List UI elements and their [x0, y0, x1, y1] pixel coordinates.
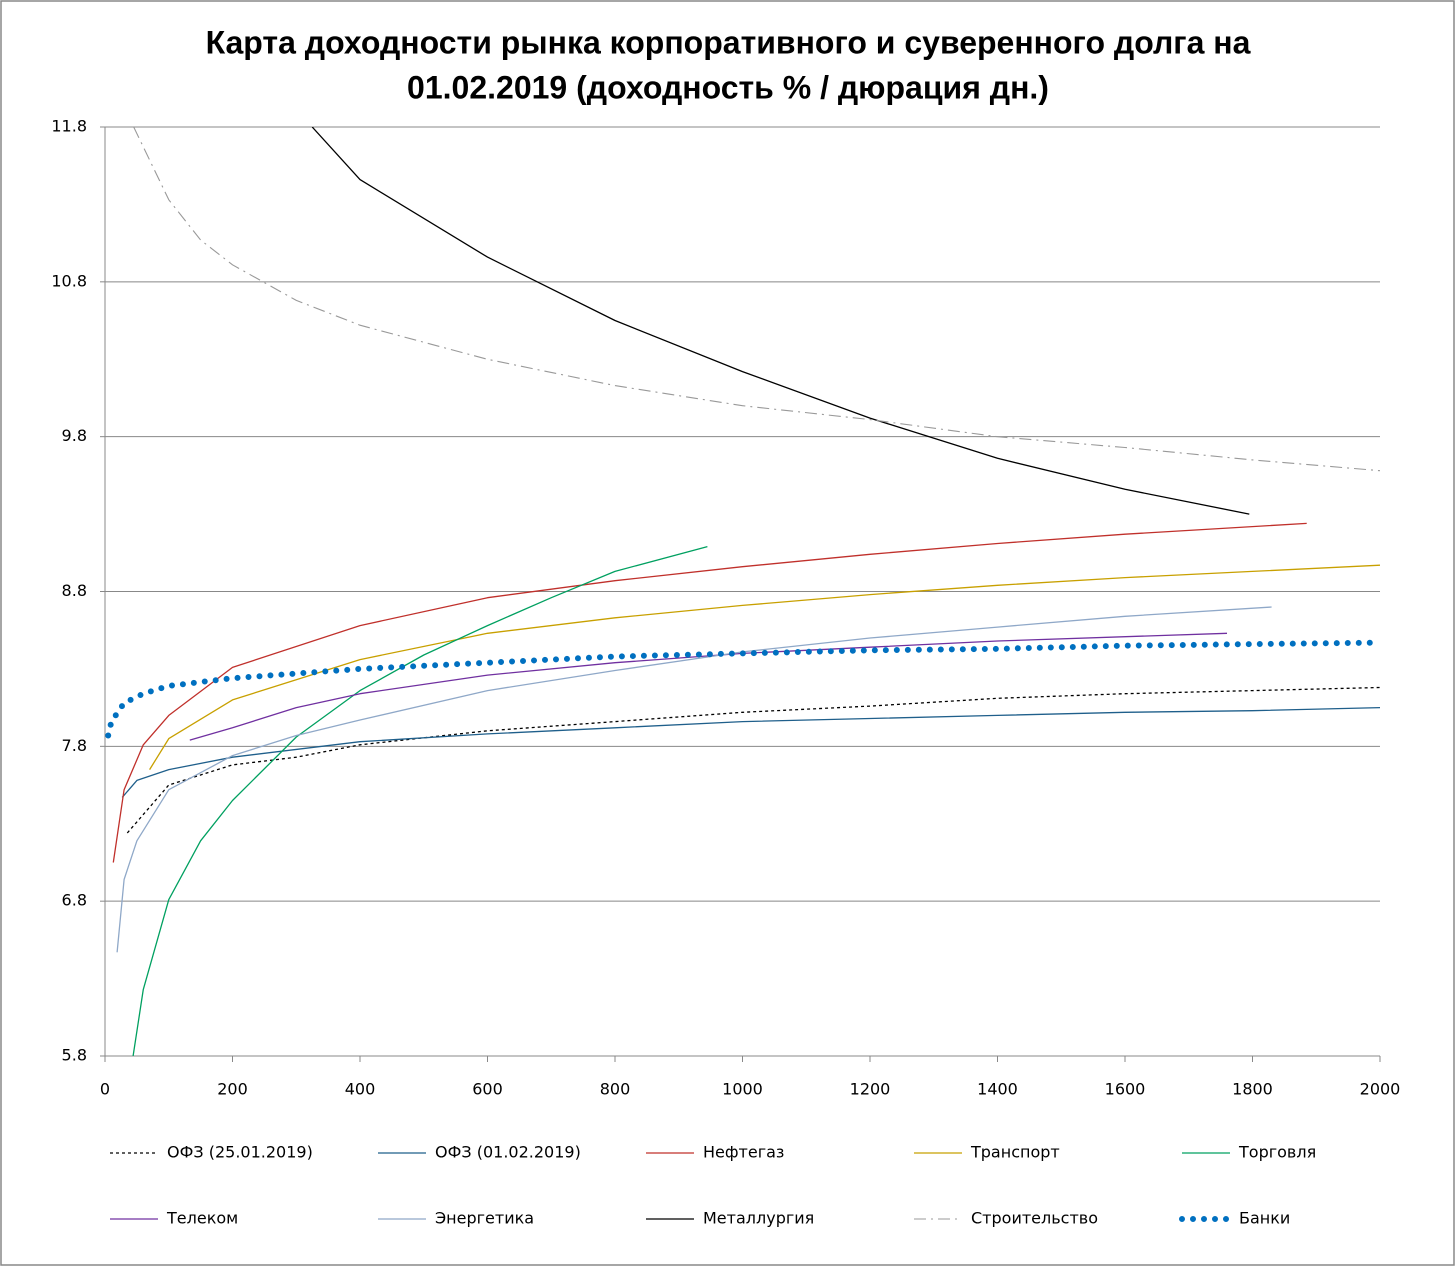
- series-line: [133, 127, 1380, 472]
- x-tick-label: 1000: [722, 1080, 763, 1099]
- y-tick-label: 8.8: [62, 581, 87, 600]
- x-tick-label: 1400: [977, 1080, 1018, 1099]
- chart-title: Карта доходности рынка корпоративного и …: [206, 24, 1251, 60]
- y-tick-label: 5.8: [62, 1046, 87, 1065]
- series-line: [112, 522, 1307, 863]
- x-tick-label: 1800: [1232, 1080, 1273, 1099]
- y-tick-label: 11.8: [51, 117, 87, 136]
- plot: [105, 127, 1380, 1056]
- legend-label: ОФЗ (25.01.2019): [167, 1143, 313, 1162]
- series-line: [121, 706, 1380, 798]
- x-tick-label: 600: [472, 1080, 503, 1099]
- series-line: [149, 564, 1380, 770]
- x-tick-label: 1200: [850, 1080, 891, 1099]
- x-tick-label: 0: [100, 1080, 110, 1099]
- series-line: [126, 686, 1380, 834]
- chart-title: 01.02.2019 (доходность % / дюрация дн.): [407, 69, 1049, 105]
- series-line: [132, 545, 708, 1056]
- legend-label: Транспорт: [970, 1143, 1060, 1162]
- series-line: [105, 639, 1380, 739]
- x-tick-label: 200: [217, 1080, 248, 1099]
- legend: ОФЗ (25.01.2019) ОФЗ (01.02.2019) Нефтегаз…: [110, 1143, 1316, 1228]
- series-line: [311, 127, 1250, 515]
- x-tick-label: 1600: [1105, 1080, 1146, 1099]
- legend-label: Металлургия: [703, 1209, 814, 1228]
- legend-label: Телеком: [166, 1209, 238, 1228]
- series-line: [189, 632, 1228, 741]
- legend-label: ОФЗ (01.02.2019): [435, 1143, 581, 1162]
- y-tick-label: 9.8: [62, 426, 87, 445]
- legend-label: Банки: [1239, 1209, 1290, 1228]
- legend-label: Торговля: [1238, 1143, 1316, 1162]
- x-tick-label: 2000: [1360, 1080, 1401, 1099]
- x-tick-label: 800: [600, 1080, 631, 1099]
- y-tick-label: 6.8: [62, 891, 87, 910]
- series-line: [116, 606, 1272, 953]
- y-tick-label: 7.8: [62, 736, 87, 755]
- legend-label: Строительство: [971, 1209, 1098, 1228]
- x-tick-label: 400: [345, 1080, 376, 1099]
- legend-label: Энергетика: [435, 1209, 534, 1228]
- y-tick-label: 10.8: [51, 271, 87, 290]
- legend-label: Нефтегаз: [703, 1143, 784, 1162]
